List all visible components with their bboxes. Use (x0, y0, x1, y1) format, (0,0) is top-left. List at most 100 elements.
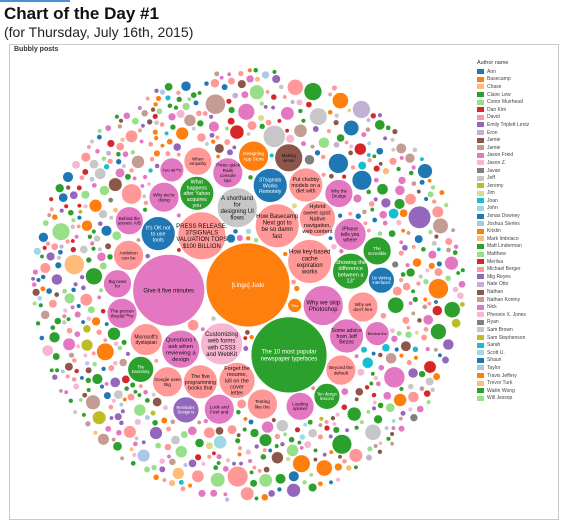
bubble-small[interactable] (303, 440, 312, 449)
bubble-small[interactable] (270, 105, 276, 111)
bubble-small[interactable] (430, 184, 436, 191)
bubble-small[interactable] (180, 80, 192, 92)
bubble-small[interactable] (216, 460, 222, 466)
bubble-small[interactable] (381, 343, 391, 353)
bubble-small[interactable] (46, 212, 52, 218)
bubble-small[interactable] (377, 230, 383, 237)
bubble-small[interactable] (64, 362, 74, 372)
bubble-small[interactable] (391, 260, 399, 269)
bubble-small[interactable] (176, 212, 182, 218)
bubble-small[interactable] (385, 352, 397, 365)
bubble-small[interactable] (437, 352, 443, 358)
bubble-small[interactable] (323, 419, 330, 425)
bubble-small[interactable] (366, 445, 373, 452)
bubble-small[interactable] (303, 82, 323, 101)
bubble-small[interactable] (254, 443, 260, 450)
bubble-circle[interactable] (114, 206, 144, 236)
bubble-small[interactable] (341, 174, 347, 180)
bubble-small[interactable] (422, 314, 434, 326)
bubble-small[interactable] (176, 247, 182, 253)
bubble-small[interactable] (383, 366, 406, 389)
bubble-small[interactable] (194, 438, 205, 448)
bubble-small[interactable] (453, 244, 459, 250)
bubble-small[interactable] (48, 299, 58, 309)
bubble-small[interactable] (348, 448, 363, 463)
bubble-small[interactable] (117, 123, 123, 130)
bubble-small[interactable] (104, 425, 112, 433)
bubble-small[interactable] (419, 385, 425, 392)
bubble[interactable]: Give it five minutes (132, 253, 206, 327)
bubble-small[interactable] (337, 454, 343, 460)
bubble-small[interactable] (112, 207, 119, 214)
bubble-small[interactable] (38, 302, 44, 308)
bubble[interactable]: Showing the difference between a 13" (332, 252, 370, 290)
bubble-small[interactable] (209, 489, 218, 498)
bubble-small[interactable] (214, 135, 220, 140)
bubble-small[interactable] (63, 389, 69, 395)
bubble-small[interactable] (65, 184, 71, 191)
bubble-small[interactable] (86, 144, 92, 150)
bubble-small[interactable] (232, 228, 239, 235)
bubble-small[interactable] (138, 383, 144, 389)
bubble-small[interactable] (393, 393, 407, 407)
bubble-small[interactable] (74, 310, 82, 319)
bubble-small[interactable] (210, 78, 220, 88)
bubble-small[interactable] (106, 158, 114, 165)
bubble-circle[interactable] (159, 157, 185, 183)
bubble[interactable]: Behind the scenes: A/B (114, 206, 144, 236)
bubble[interactable]: It's OK not to use tools (140, 216, 176, 252)
bubble-small[interactable] (432, 217, 449, 234)
bubble-small[interactable] (160, 417, 168, 424)
bubble-small[interactable] (152, 397, 162, 407)
bubble-small[interactable] (86, 315, 92, 322)
bubble-small[interactable] (136, 392, 142, 398)
bubble-small[interactable] (54, 261, 62, 269)
bubble-small[interactable] (318, 416, 324, 422)
bubble-small[interactable] (236, 451, 243, 457)
bubble-small[interactable] (307, 419, 314, 426)
bubble-small[interactable] (79, 274, 85, 280)
bubble-small[interactable] (154, 163, 160, 169)
bubble-small[interactable] (433, 299, 439, 305)
bubble-small[interactable] (356, 368, 365, 377)
bubble-circle[interactable] (288, 167, 324, 203)
bubble-small[interactable] (389, 441, 395, 447)
bubble-small[interactable] (393, 198, 406, 210)
bubble-small[interactable] (33, 247, 42, 256)
bubble-small[interactable] (80, 285, 87, 291)
bubble-small[interactable] (103, 391, 112, 400)
bubble-circle[interactable] (103, 269, 132, 299)
bubble-small[interactable] (240, 486, 255, 501)
bubble-small[interactable] (150, 410, 156, 417)
bubble-small[interactable] (159, 121, 165, 128)
bubble-small[interactable] (312, 125, 320, 133)
bubble-small[interactable] (404, 330, 413, 339)
bubble-small[interactable] (115, 151, 122, 157)
bubble-small[interactable] (89, 138, 95, 145)
bubble[interactable]: Reminder: Design is (172, 396, 200, 424)
bubble-small[interactable] (406, 230, 411, 236)
bubble-small[interactable] (346, 108, 352, 113)
bubble-small[interactable] (385, 402, 396, 413)
bubble-small[interactable] (164, 82, 173, 92)
bubble-small[interactable] (98, 209, 108, 219)
bubble-small[interactable] (354, 142, 367, 156)
bubble-small[interactable] (41, 344, 54, 357)
bubble-small[interactable] (341, 403, 348, 411)
bubble-small[interactable] (420, 334, 428, 341)
bubble-small[interactable] (96, 252, 107, 262)
bubble-small[interactable] (107, 197, 114, 203)
bubble-small[interactable] (92, 361, 98, 367)
bubble[interactable]: Some advice from Jeff Bezos (329, 318, 365, 354)
bubble-small[interactable] (368, 381, 374, 386)
bubble-small[interactable] (334, 113, 340, 119)
bubble-small[interactable] (151, 392, 157, 398)
bubble-small[interactable] (202, 110, 209, 117)
bubble-small[interactable] (85, 366, 93, 374)
bubble-small[interactable] (395, 142, 407, 154)
bubble-small[interactable] (426, 399, 432, 405)
bubble-small[interactable] (460, 267, 466, 273)
bubble-small[interactable] (108, 215, 114, 221)
bubble-small[interactable] (422, 278, 430, 285)
bubble-small[interactable] (58, 388, 64, 394)
